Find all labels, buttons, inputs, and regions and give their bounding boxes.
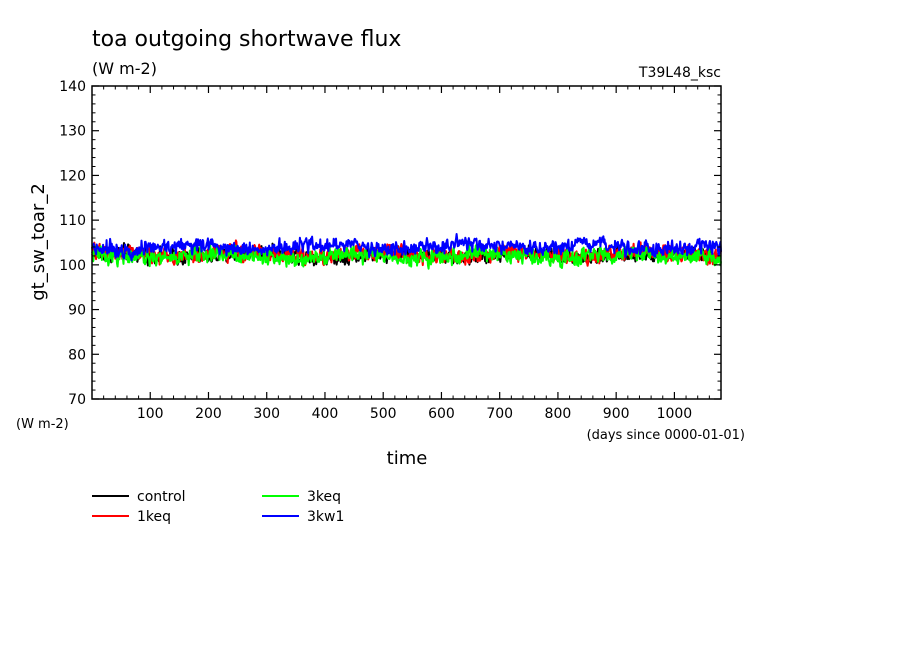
y-tick-label: 140 [59, 79, 86, 95]
y-tick-label: 90 [68, 303, 86, 319]
y-tick-label: 120 [59, 168, 86, 184]
x-tick-label: 600 [428, 406, 455, 422]
chart-title: toa outgoing shortwave flux [92, 27, 401, 52]
y-tick-label: 110 [59, 213, 86, 229]
y-tick-label: 80 [68, 347, 86, 363]
y-tick-label: 130 [59, 124, 86, 140]
x-axis-label: time [387, 448, 428, 469]
run-label: T39L48_ksc [638, 65, 721, 81]
x-tick-label: 400 [312, 406, 339, 422]
y-tick-label: 70 [68, 392, 86, 408]
axis-ticks: 70 80 90 100 110 120 130 140 100 200 300 400 500 600 7… [59, 79, 721, 422]
x-tick-label: 1000 [657, 406, 693, 422]
series-line-3kw1 [91, 233, 722, 262]
legend-label-3keq: 3keq [307, 489, 341, 505]
x-tick-label: 700 [486, 406, 513, 422]
legend-label-control: control [137, 489, 186, 505]
x-axis-unit: (days since 0000-01-01) [587, 428, 745, 443]
x-tick-label: 800 [545, 406, 572, 422]
y-axis-unit: (W m-2) [16, 417, 69, 432]
legend: control 1keq 3keq 3kw1 [92, 489, 344, 525]
series-line-3keq [91, 243, 722, 270]
y-axis-label: gt_sw_toar_2 [28, 183, 49, 301]
y-tick-label: 100 [59, 258, 86, 274]
legend-label-3kw1: 3kw1 [307, 509, 344, 525]
x-tick-label: 300 [253, 406, 280, 422]
chart-subtitle: (W m-2) [92, 59, 157, 78]
series-lines [91, 233, 722, 270]
x-tick-label: 100 [137, 406, 164, 422]
x-tick-label: 900 [603, 406, 630, 422]
legend-label-1keq: 1keq [137, 509, 171, 525]
x-tick-label: 200 [195, 406, 222, 422]
x-tick-label: 500 [370, 406, 397, 422]
